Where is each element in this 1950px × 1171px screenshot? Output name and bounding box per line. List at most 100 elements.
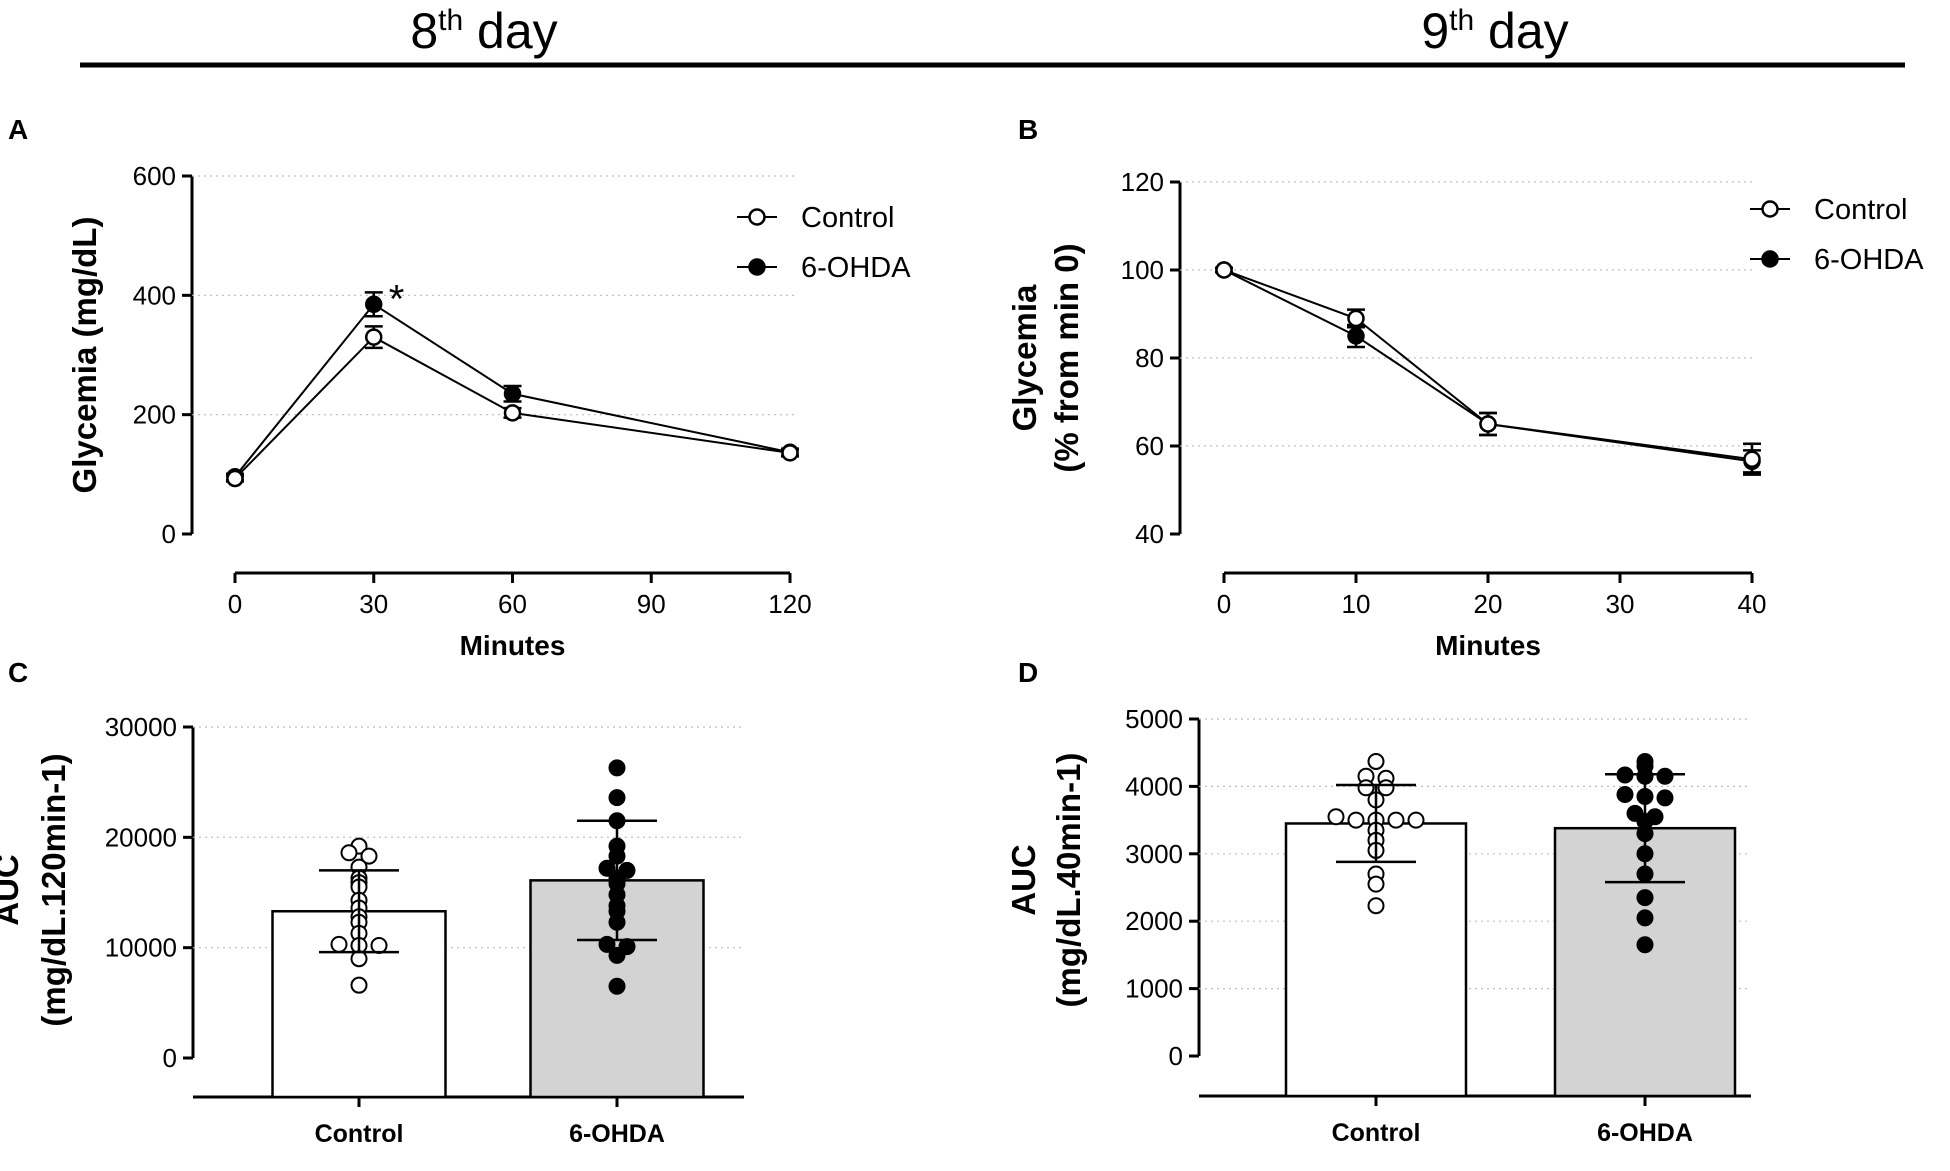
panel-a-x-tick-label: 120 [768,589,811,619]
panel-c-control-data-point [350,950,368,968]
panel-c-category-label: 6-OHDA [569,1120,665,1148]
panel-c-6ohda-data-point [608,946,626,964]
panel-b-y-tick-label: 60 [1135,431,1164,461]
panel-b-legend-label: 6-OHDA [1814,244,1924,276]
panel-letter-a: A [8,114,28,145]
panel-a-series-control-point [503,404,522,422]
panel-d-y-axis-title: AUC [1005,844,1042,916]
panel-c-control-data-point [370,936,388,954]
panel-b-x-tick-label: 40 [1738,589,1767,619]
panel-b-legend-label: Control [1814,194,1908,226]
panel-a-legend-label: 6-OHDA [801,252,911,284]
panel-d-y-tick-label: 1000 [1125,974,1183,1004]
panel-b-series-control-point [1743,450,1761,468]
panel-c-control-data-point [360,847,378,865]
panel-d-y-tick-label: 0 [1169,1041,1183,1071]
header-8th-day-sup: th [438,4,463,37]
panel-d-control-data-point [1407,811,1425,829]
panel-d-6ohda-data-point [1656,767,1674,785]
panel-a-series-control-point [781,444,799,462]
header-9th-day: 9th day [1421,3,1568,59]
panel-b-y-axis-title: (% from min 0) [1048,243,1085,472]
panel-a-y-axis-title: Glycemia (mg/dL) [66,217,103,494]
panel-b-series-control-point [1347,309,1365,328]
panel-b-x-tick-label: 20 [1474,589,1503,619]
panel-a-series-control-point [365,328,383,346]
panel-d-6ohda-data-point [1636,909,1654,927]
panel-d-6ohda-data-point [1636,889,1654,907]
panel-c-6ohda-data-point [598,859,616,877]
header-9th-day-rest: day [1474,3,1569,59]
panel-a-x-tick-label: 60 [498,589,527,619]
panel-d-6ohda-data-point [1616,785,1634,803]
panel-b-series-control-line [1223,269,1753,461]
panel-a-y-tick-label: 400 [133,280,176,310]
panel-b-legend-marker [1761,250,1779,268]
panel-c-6ohda-data-point [608,759,626,777]
panel-a-x-tick-label: 90 [637,589,666,619]
panel-a-series-6ohda-point [503,385,522,403]
panel-b-x-tick-label: 10 [1342,589,1371,619]
panel-d-control-data-point [1367,875,1385,893]
panel-d-bar-chart: 0 1000 2000 3000 4000 5000 AUC (mg/dL.40min-1) C… [1005,704,1751,1147]
panel-a-legend-item-6ohda: 6-OHDA [737,252,911,284]
panel-d-category-label: Control [1332,1119,1421,1147]
panel-b-legend-item-6ohda: 6-OHDA [1750,244,1924,276]
panel-a-x-tick-label: 0 [228,589,242,619]
panel-c-category-label: Control [315,1120,404,1148]
panel-d-y-tick-label: 3000 [1125,839,1183,869]
panel-a-significance-asterisk: * [389,277,405,321]
panel-d-y-tick-label: 5000 [1125,704,1183,734]
header-8th-day-number: 8 [410,3,438,59]
panel-c-y-axis-title: (mg/dL.120min-1) [35,753,72,1026]
panel-a-legend-marker [748,208,766,226]
panel-c-y-tick-label: 20000 [105,822,177,852]
panel-b-line-chart: 40 60 80 100 120 0 10 20 30 40 Minutes Glycemia (% f… [1006,167,1924,661]
panel-letter-b: B [1018,114,1038,145]
panel-d-y-axis-title: (mg/dL.40min-1) [1050,753,1087,1008]
panel-c-y-tick-label: 10000 [105,933,177,963]
panel-b-x-tick-label: 0 [1217,589,1231,619]
panel-c-y-axis-title: AUC [0,854,25,926]
panel-c-y-tick-label: 30000 [105,712,177,742]
panel-b-series-control-point [1479,415,1497,433]
panel-c-control-data-point [330,935,348,953]
panel-a-y-tick-label: 200 [133,400,176,430]
panel-b-x-tick-label: 30 [1606,589,1635,619]
panel-d-6ohda-data-point [1656,789,1674,807]
panel-c-bar-chart: 0 10000 20000 30000 AUC (mg/dL.120min-1) Contr… [0,712,744,1148]
panel-b-legend-item-control: Control [1750,194,1908,226]
panel-d-control-bar [1284,822,1468,1098]
panel-b-x-axis-title: Minutes [1435,630,1541,661]
header-8th-day: 8th day [410,3,557,59]
header-9th-day-number: 9 [1421,3,1449,59]
panel-a-legend-label: Control [801,202,895,234]
panel-c-6ohda-data-point [608,789,626,807]
panel-letter-c: C [8,657,28,688]
panel-b-series-control-point [1215,261,1233,279]
panel-b-series-6ohda-line [1223,269,1753,463]
panel-a-x-axis-title: Minutes [460,630,566,661]
panel-b-y-tick-label: 40 [1135,519,1164,549]
header-9th-day-sup: th [1449,4,1474,37]
panel-b-series-6ohda-point [1347,327,1365,345]
panel-a-series-control-line [234,335,791,480]
panel-c-control-data-point [350,976,368,994]
panel-a-legend-marker [748,258,766,276]
panel-a-line-chart: 0 200 400 600 0 30 60 90 120 Minutes Glycemia (mg/… [66,161,911,661]
panel-a-y-tick-label: 0 [162,519,176,549]
panel-b-legend-marker [1761,200,1779,218]
panel-a-x-tick-label: 30 [359,589,388,619]
header-8th-day-rest: day [463,3,558,59]
panel-a-legend-item-control: Control [737,202,895,234]
panel-d-control-data-point [1327,808,1345,826]
panel-b-y-tick-label: 80 [1135,343,1164,373]
panel-d-y-tick-label: 2000 [1125,906,1183,936]
panel-a-series-6ohda-line [234,302,791,478]
panel-c-6ohda-data-point [608,977,626,995]
panel-d-control-data-point [1347,811,1365,829]
panel-a-series-control-point [226,469,244,488]
panel-c-y-tick-label: 0 [163,1043,177,1073]
panel-d-control-data-point [1387,811,1405,829]
